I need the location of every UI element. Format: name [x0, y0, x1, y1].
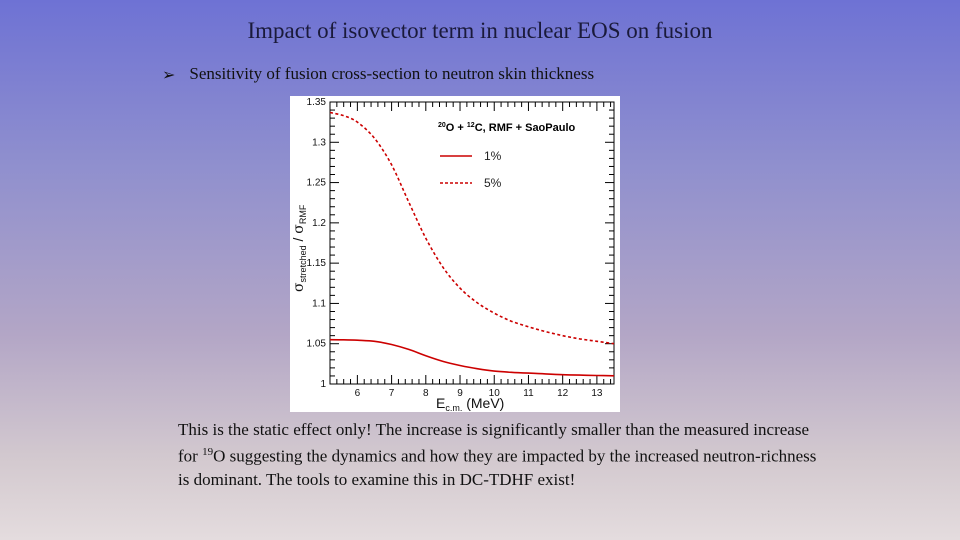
x-tick-label: 8: [423, 388, 429, 399]
chart-svg: 11.051.11.151.21.251.31.35 6 7 8 9 10 11 12 13 …: [290, 97, 615, 412]
y-tick-label: 1: [320, 379, 326, 390]
plot-frame: [329, 101, 615, 385]
title-o: O +: [446, 122, 467, 134]
legend-label-1pct: 1%: [484, 149, 502, 163]
x-label-unit: (MeV): [462, 395, 504, 411]
series-line-5pct: [329, 111, 615, 345]
note-text-1: This is the static effect only! The incr…: [178, 420, 809, 466]
series-group: [329, 111, 615, 377]
title-sup-12: 12: [467, 122, 475, 129]
bullet-text: Sensitivity of fusion cross-section to n…: [189, 64, 595, 83]
y-tick-label: 1.15: [307, 258, 327, 269]
x-tick-label: 13: [591, 388, 603, 399]
y-axis-label: σstretched / σRMF: [290, 204, 308, 292]
x-axis-label: Ec.m. (MeV): [436, 395, 504, 412]
y-tick-label: 1.1: [312, 298, 326, 309]
note-text-2: O suggesting the dynamics and how they a…: [178, 446, 817, 489]
title-sup-20: 20: [438, 122, 446, 129]
y-tick-label: 1.2: [312, 218, 326, 229]
legend-label-5pct: 5%: [484, 176, 502, 190]
arrow-bullet-icon: ➢: [162, 64, 176, 84]
x-label-sub: c.m.: [445, 403, 462, 412]
title-rest: C, RMF + SaoPaulo: [475, 122, 576, 134]
y-ticks: 1 1.05 1.1 1.15 1.2 1.25 1.3 1.35: [307, 97, 614, 390]
series-line-1pct: [329, 338, 615, 377]
y-tick-label: 1.35: [307, 97, 327, 108]
y-label-sigma1: σ: [291, 282, 307, 292]
chart-panel: 1 1.05 1.1 1.15 1.2 1.25 1.3 1.35 6 7 8 9 10 11 12 13 …: [290, 96, 620, 412]
y-tick-label: 1.05: [307, 339, 327, 350]
bullet-point: ➢ Sensitivity of fusion cross-section to…: [162, 64, 594, 84]
note-superscript: 19: [202, 446, 214, 458]
x-ticks: 6 7 8 9 10 11 12 13: [329, 102, 612, 399]
slide-title: Impact of isovector term in nuclear EOS …: [247, 18, 713, 43]
y-label-sep: /: [290, 234, 306, 246]
x-tick-label: 6: [355, 388, 361, 399]
y-tick-label: 1.3: [312, 137, 326, 148]
x-tick-label: 12: [557, 388, 569, 399]
chart-title: 20O + 12C, RMF + SaoPaulo: [438, 122, 576, 134]
x-tick-label: 9: [457, 388, 463, 399]
y-tick-label: 1.25: [307, 178, 327, 189]
x-tick-label: 10: [489, 388, 501, 399]
y-label-sub1: stretched: [298, 245, 308, 282]
x-tick-label: 7: [389, 388, 395, 399]
x-label-main: E: [436, 395, 445, 411]
note-paragraph: This is the static effect only! The incr…: [178, 418, 818, 491]
y-label-sigma2: σ: [291, 224, 307, 234]
x-tick-label: 11: [523, 388, 534, 399]
legend: 1% 5%: [440, 149, 502, 190]
y-label-sub2: RMF: [298, 204, 308, 224]
